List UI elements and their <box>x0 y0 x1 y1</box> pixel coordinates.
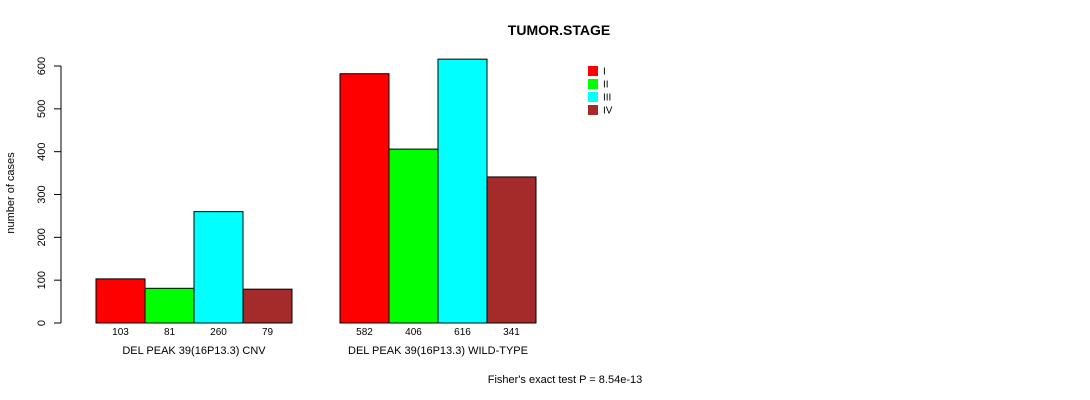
y-tick-label-300: 300 <box>36 185 48 203</box>
bar-0-III <box>193 211 244 324</box>
y-ticks: 0 100 200 300 400 500 600 <box>36 57 61 326</box>
bar-0-I <box>95 278 146 324</box>
legend-label-III: III <box>603 93 611 104</box>
group-label-0: DEL PEAK 39(16P13.3) CNV <box>122 345 266 357</box>
count-label-0-II: 81 <box>164 327 176 338</box>
chart-title: TUMOR.STAGE <box>508 22 610 38</box>
fisher-test-footnote: Fisher's exact test P = 8.54e-13 <box>488 374 642 386</box>
count-label-1-IV: 341 <box>503 327 520 338</box>
y-tick-label-500: 500 <box>36 100 48 118</box>
bar-1-I <box>339 73 390 324</box>
group-labels: DEL PEAK 39(16P13.3) CNV DEL PEAK 39(16P1… <box>122 345 528 357</box>
y-tick-label-100: 100 <box>36 271 48 289</box>
legend-swatch-IV <box>588 105 598 115</box>
y-tick-label-400: 400 <box>36 142 48 160</box>
y-axis: 0 100 200 300 400 500 600 <box>36 57 62 326</box>
bar-0-IV <box>242 288 293 324</box>
y-tick-label-0: 0 <box>36 320 48 326</box>
count-label-1-III: 616 <box>454 327 471 338</box>
count-label-0-III: 260 <box>210 327 227 338</box>
y-tick-label-200: 200 <box>36 228 48 246</box>
legend-swatch-II <box>588 79 598 89</box>
bar-1-III <box>437 58 488 324</box>
group-label-1: DEL PEAK 39(16P13.3) WILD-TYPE <box>348 345 528 357</box>
legend-swatch-I <box>588 66 598 76</box>
bar-1-II <box>388 148 439 324</box>
legend-swatch-III <box>588 92 598 102</box>
y-tick-label-600: 600 <box>36 57 48 75</box>
y-axis-label: number of cases <box>5 152 17 234</box>
bars <box>95 58 537 324</box>
bar-count-labels: 103 81 260 79 582 406 616 341 <box>112 327 520 338</box>
count-label-0-IV: 79 <box>262 327 274 338</box>
bar-1-IV <box>486 176 537 324</box>
count-label-1-II: 406 <box>405 327 422 338</box>
bar-0-II <box>144 287 195 324</box>
legend-label-IV: IV <box>603 106 613 117</box>
count-label-0-I: 103 <box>112 327 129 338</box>
legend-label-I: I <box>603 67 606 78</box>
count-label-1-I: 582 <box>356 327 373 338</box>
legend-label-II: II <box>603 80 609 91</box>
